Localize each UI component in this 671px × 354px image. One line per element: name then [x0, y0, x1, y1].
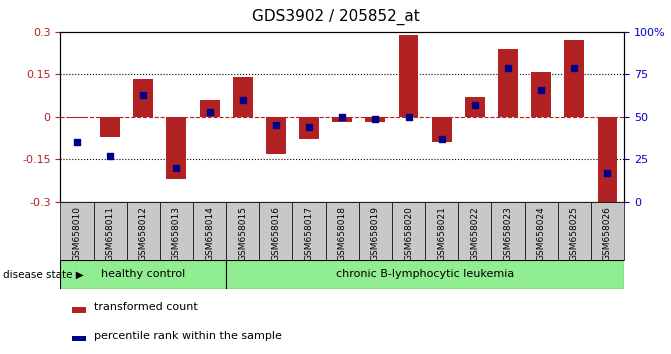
FancyBboxPatch shape	[525, 202, 558, 260]
FancyBboxPatch shape	[325, 202, 359, 260]
FancyBboxPatch shape	[558, 202, 591, 260]
Bar	[564, 40, 584, 117]
Point	[535, 87, 546, 92]
Bar	[531, 72, 551, 117]
Point	[72, 139, 83, 145]
FancyBboxPatch shape	[93, 202, 127, 260]
Bar	[100, 117, 120, 137]
Point	[204, 109, 215, 115]
Bar	[465, 97, 484, 117]
FancyBboxPatch shape	[226, 202, 259, 260]
Text: transformed count: transformed count	[94, 302, 198, 313]
Text: percentile rank within the sample: percentile rank within the sample	[94, 331, 282, 341]
Text: GDS3902 / 205852_at: GDS3902 / 205852_at	[252, 9, 419, 25]
Text: GSM658025: GSM658025	[570, 206, 579, 261]
Bar	[166, 117, 187, 179]
Bar	[200, 100, 219, 117]
Text: GSM658024: GSM658024	[537, 206, 546, 261]
Point	[238, 97, 248, 103]
Text: GSM658022: GSM658022	[470, 206, 479, 261]
FancyBboxPatch shape	[60, 202, 93, 260]
Text: GSM658023: GSM658023	[503, 206, 513, 261]
Text: GSM658018: GSM658018	[338, 206, 347, 262]
Text: disease state ▶: disease state ▶	[3, 269, 84, 279]
FancyBboxPatch shape	[491, 202, 525, 260]
FancyBboxPatch shape	[458, 202, 491, 260]
Bar	[233, 77, 253, 117]
Text: GSM658016: GSM658016	[271, 206, 280, 262]
Bar	[431, 117, 452, 142]
Text: chronic B-lymphocytic leukemia: chronic B-lymphocytic leukemia	[336, 269, 514, 279]
Text: GSM658026: GSM658026	[603, 206, 612, 261]
Bar	[72, 307, 86, 313]
FancyBboxPatch shape	[293, 202, 325, 260]
Bar	[134, 79, 153, 117]
FancyBboxPatch shape	[259, 202, 293, 260]
Bar	[597, 117, 617, 202]
Point	[138, 92, 149, 98]
Bar	[299, 117, 319, 139]
Point	[171, 165, 182, 171]
FancyBboxPatch shape	[160, 202, 193, 260]
FancyBboxPatch shape	[425, 202, 458, 260]
Bar	[266, 117, 286, 154]
Point	[436, 136, 447, 142]
Text: GSM658015: GSM658015	[238, 206, 247, 262]
FancyBboxPatch shape	[226, 260, 624, 289]
Text: healthy control: healthy control	[101, 269, 185, 279]
Bar	[67, 117, 87, 118]
Text: GSM658019: GSM658019	[371, 206, 380, 262]
Bar	[72, 336, 86, 341]
Text: GSM658011: GSM658011	[105, 206, 115, 262]
Bar	[332, 117, 352, 122]
Text: GSM658014: GSM658014	[205, 206, 214, 261]
Text: GSM658013: GSM658013	[172, 206, 181, 262]
Point	[304, 124, 315, 130]
Point	[470, 102, 480, 108]
Bar	[399, 35, 419, 117]
Bar	[366, 117, 385, 122]
Point	[270, 122, 281, 128]
Text: GSM658012: GSM658012	[139, 206, 148, 261]
Point	[602, 170, 613, 176]
Point	[503, 65, 513, 70]
Text: GSM658021: GSM658021	[437, 206, 446, 261]
FancyBboxPatch shape	[60, 260, 226, 289]
Point	[569, 65, 580, 70]
Text: GSM658017: GSM658017	[305, 206, 313, 262]
Point	[337, 114, 348, 120]
FancyBboxPatch shape	[127, 202, 160, 260]
Point	[105, 153, 115, 159]
FancyBboxPatch shape	[359, 202, 392, 260]
Point	[370, 116, 380, 121]
Bar	[498, 49, 518, 117]
Text: GSM658020: GSM658020	[404, 206, 413, 261]
FancyBboxPatch shape	[591, 202, 624, 260]
FancyBboxPatch shape	[392, 202, 425, 260]
Point	[403, 114, 414, 120]
FancyBboxPatch shape	[193, 202, 226, 260]
Text: GSM658010: GSM658010	[72, 206, 81, 262]
